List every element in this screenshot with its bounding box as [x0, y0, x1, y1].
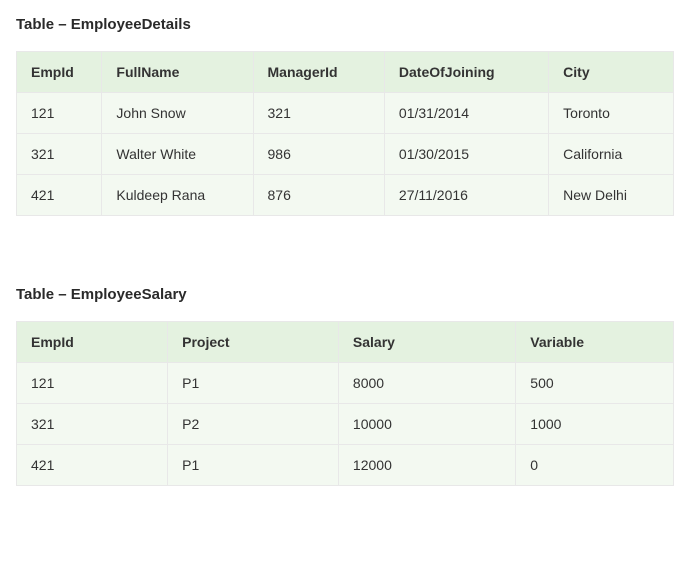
cell: 27/11/2016	[384, 175, 548, 216]
table-header-row: EmpId FullName ManagerId DateOfJoining C…	[17, 52, 674, 93]
cell: 8000	[338, 363, 515, 404]
cell: 421	[17, 445, 168, 486]
table1-title: Table – EmployeeDetails	[16, 16, 674, 33]
cell: 01/30/2015	[384, 134, 548, 175]
table-row: 121 John Snow 321 01/31/2014 Toronto	[17, 93, 674, 134]
employee-salary-table: EmpId Project Salary Variable 121 P1 800…	[16, 321, 674, 486]
spacer	[16, 216, 674, 286]
col-header: EmpId	[17, 52, 102, 93]
cell: 421	[17, 175, 102, 216]
cell: 12000	[338, 445, 515, 486]
cell: California	[549, 134, 674, 175]
cell: P1	[168, 363, 339, 404]
cell: Kuldeep Rana	[102, 175, 253, 216]
cell: P1	[168, 445, 339, 486]
table-row: 121 P1 8000 500	[17, 363, 674, 404]
cell: 01/31/2014	[384, 93, 548, 134]
cell: 0	[516, 445, 674, 486]
table-row: 421 P1 12000 0	[17, 445, 674, 486]
cell: 10000	[338, 404, 515, 445]
cell: 500	[516, 363, 674, 404]
cell: P2	[168, 404, 339, 445]
col-header: EmpId	[17, 322, 168, 363]
cell: 1000	[516, 404, 674, 445]
col-header: Project	[168, 322, 339, 363]
col-header: Salary	[338, 322, 515, 363]
cell: Walter White	[102, 134, 253, 175]
cell: New Delhi	[549, 175, 674, 216]
table-header-row: EmpId Project Salary Variable	[17, 322, 674, 363]
col-header: Variable	[516, 322, 674, 363]
cell: John Snow	[102, 93, 253, 134]
cell: Toronto	[549, 93, 674, 134]
cell: 321	[17, 134, 102, 175]
cell: 876	[253, 175, 384, 216]
col-header: ManagerId	[253, 52, 384, 93]
cell: 321	[17, 404, 168, 445]
table-row: 421 Kuldeep Rana 876 27/11/2016 New Delh…	[17, 175, 674, 216]
cell: 121	[17, 93, 102, 134]
cell: 986	[253, 134, 384, 175]
col-header: DateOfJoining	[384, 52, 548, 93]
table-row: 321 P2 10000 1000	[17, 404, 674, 445]
cell: 121	[17, 363, 168, 404]
table2-title: Table – EmployeeSalary	[16, 286, 674, 303]
employee-details-table: EmpId FullName ManagerId DateOfJoining C…	[16, 51, 674, 216]
cell: 321	[253, 93, 384, 134]
table-row: 321 Walter White 986 01/30/2015 Californ…	[17, 134, 674, 175]
col-header: FullName	[102, 52, 253, 93]
col-header: City	[549, 52, 674, 93]
